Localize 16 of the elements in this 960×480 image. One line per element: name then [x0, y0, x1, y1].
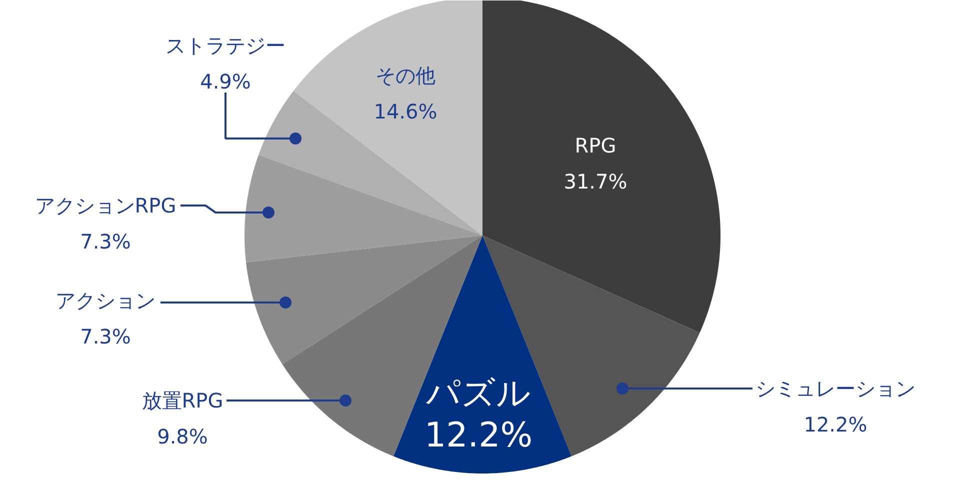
slice-label: RPG	[574, 134, 616, 158]
data-label: 12.2%	[804, 412, 868, 436]
slice-label: ストラテジー	[166, 34, 286, 58]
data-label: 4.9%	[200, 70, 251, 94]
slice-label: アクションRPG	[34, 194, 176, 218]
slice-label: 放置RPG	[142, 388, 224, 412]
slice-label: パズル	[425, 374, 531, 414]
data-label: 31.7%	[564, 170, 628, 194]
data-label: 14.6%	[374, 100, 438, 124]
data-label: 7.3%	[80, 230, 131, 254]
data-label: 12.2%	[424, 416, 533, 456]
data-label: 9.8%	[157, 424, 208, 448]
slice-label: その他	[376, 64, 436, 88]
slice-label: シミュレーション	[756, 376, 916, 400]
slice-label: アクション	[56, 288, 156, 312]
data-label: 7.3%	[80, 324, 131, 348]
